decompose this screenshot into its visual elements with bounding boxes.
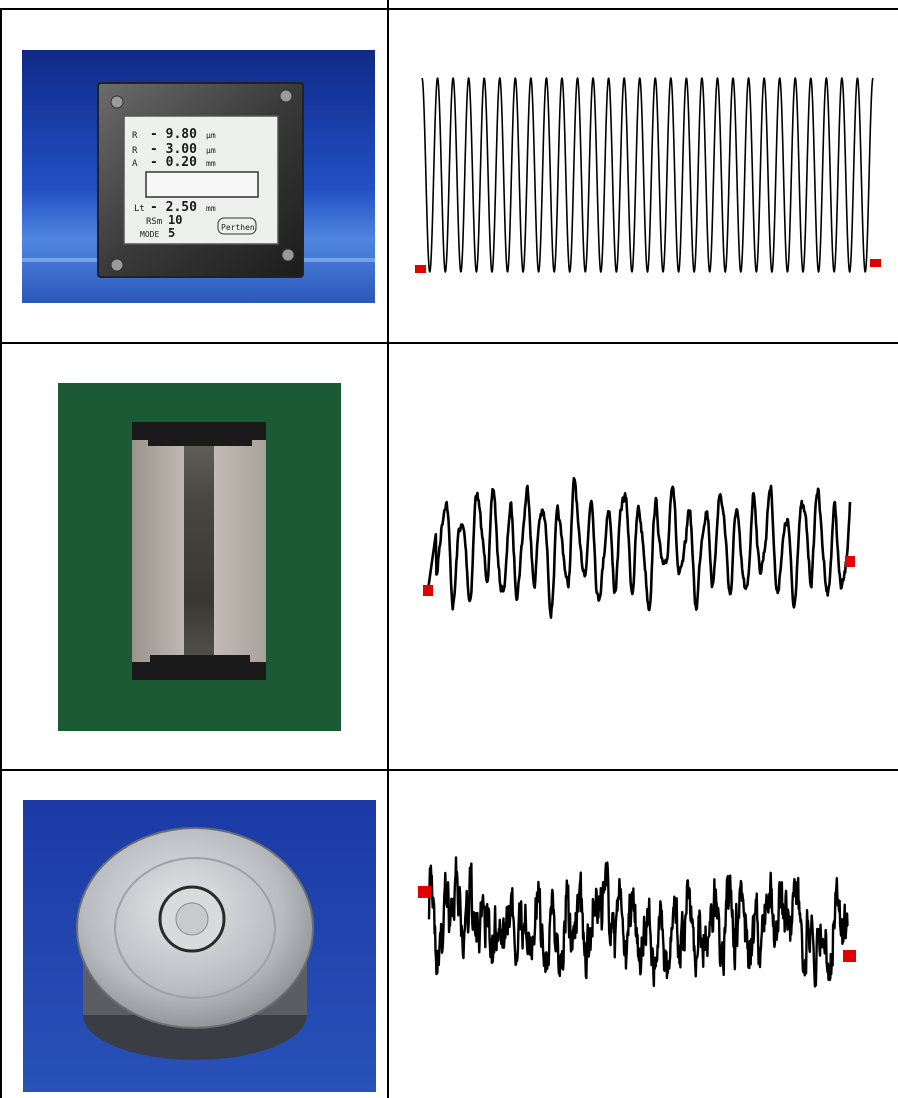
- profile-3-end-marker: [843, 950, 856, 962]
- lcd-value-6: 5: [168, 226, 175, 240]
- profile-3-start-marker: [418, 886, 431, 898]
- profile-1-line: [421, 77, 874, 273]
- profile-2-start-marker: [423, 585, 433, 596]
- photo-round-specimen: [23, 800, 376, 1092]
- lcd-line-1: R: [132, 131, 138, 141]
- brand-label: Perthen: [221, 223, 255, 232]
- lcd-line-5: RSm: [146, 217, 162, 227]
- profile-3-line: [427, 856, 849, 988]
- profile-2-line: [426, 476, 852, 619]
- lcd-unit-3: mm: [206, 159, 216, 168]
- lcd-value-3: - 0.20: [150, 155, 197, 170]
- lcd-line-3: A: [132, 159, 138, 169]
- lcd-line-6: MODE: [140, 230, 159, 239]
- brand-badge: [217, 217, 257, 235]
- lcd-unit-1: µm: [206, 131, 216, 140]
- lcd-input-box: [145, 171, 259, 198]
- profile-trace-periodic: [421, 77, 874, 273]
- lcd-line-2: R: [132, 146, 138, 156]
- profile-1-end-marker: [870, 259, 881, 267]
- lcd-value-4: - 2.50: [150, 200, 197, 215]
- photo-ground-specimen-block: [58, 383, 341, 731]
- lcd-unit-2: µm: [206, 146, 216, 155]
- lcd-value-2: - 3.00: [150, 142, 197, 157]
- profile-trace-random: [427, 856, 849, 988]
- profile-trace-ground: [426, 476, 852, 619]
- lcd-line-4: Lt: [134, 204, 145, 214]
- profile-1-start-marker: [415, 265, 426, 273]
- lcd-value-1: - 9.80: [150, 127, 197, 142]
- lcd-unit-4: mm: [206, 204, 216, 213]
- photo-roughness-standard-display: R - 9.80 µm R - 3.00 µm A - 0.20 mm Lt -…: [22, 50, 375, 303]
- profile-2-end-marker: [845, 556, 855, 567]
- lcd-value-5: 10: [168, 213, 182, 227]
